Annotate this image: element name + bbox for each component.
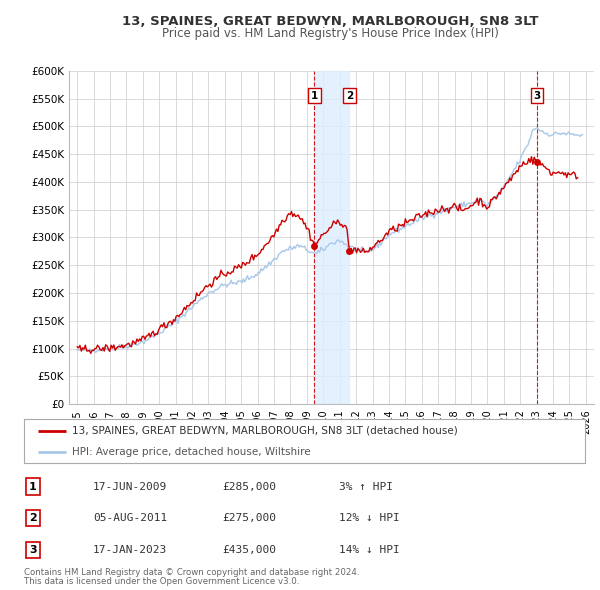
Text: 17-JAN-2023: 17-JAN-2023	[93, 545, 167, 555]
Text: This data is licensed under the Open Government Licence v3.0.: This data is licensed under the Open Gov…	[24, 577, 299, 586]
Text: 14% ↓ HPI: 14% ↓ HPI	[339, 545, 400, 555]
Text: 1: 1	[29, 482, 37, 491]
Bar	[314, 71, 349, 404]
Text: 3: 3	[29, 545, 37, 555]
Text: £285,000: £285,000	[222, 482, 276, 491]
Text: 3: 3	[533, 91, 541, 101]
Text: £435,000: £435,000	[222, 545, 276, 555]
Text: 2: 2	[29, 513, 37, 523]
Text: 12% ↓ HPI: 12% ↓ HPI	[339, 513, 400, 523]
Text: 17-JUN-2009: 17-JUN-2009	[93, 482, 167, 491]
Text: 05-AUG-2011: 05-AUG-2011	[93, 513, 167, 523]
Text: 2: 2	[346, 91, 353, 101]
Text: Price paid vs. HM Land Registry's House Price Index (HPI): Price paid vs. HM Land Registry's House …	[161, 27, 499, 40]
Text: Contains HM Land Registry data © Crown copyright and database right 2024.: Contains HM Land Registry data © Crown c…	[24, 568, 359, 577]
Text: 3% ↑ HPI: 3% ↑ HPI	[339, 482, 393, 491]
Text: 13, SPAINES, GREAT BEDWYN, MARLBOROUGH, SN8 3LT (detached house): 13, SPAINES, GREAT BEDWYN, MARLBOROUGH, …	[71, 426, 457, 436]
Text: £275,000: £275,000	[222, 513, 276, 523]
Text: 13, SPAINES, GREAT BEDWYN, MARLBOROUGH, SN8 3LT: 13, SPAINES, GREAT BEDWYN, MARLBOROUGH, …	[122, 15, 538, 28]
Text: 1: 1	[311, 91, 318, 101]
Text: HPI: Average price, detached house, Wiltshire: HPI: Average price, detached house, Wilt…	[71, 447, 310, 457]
